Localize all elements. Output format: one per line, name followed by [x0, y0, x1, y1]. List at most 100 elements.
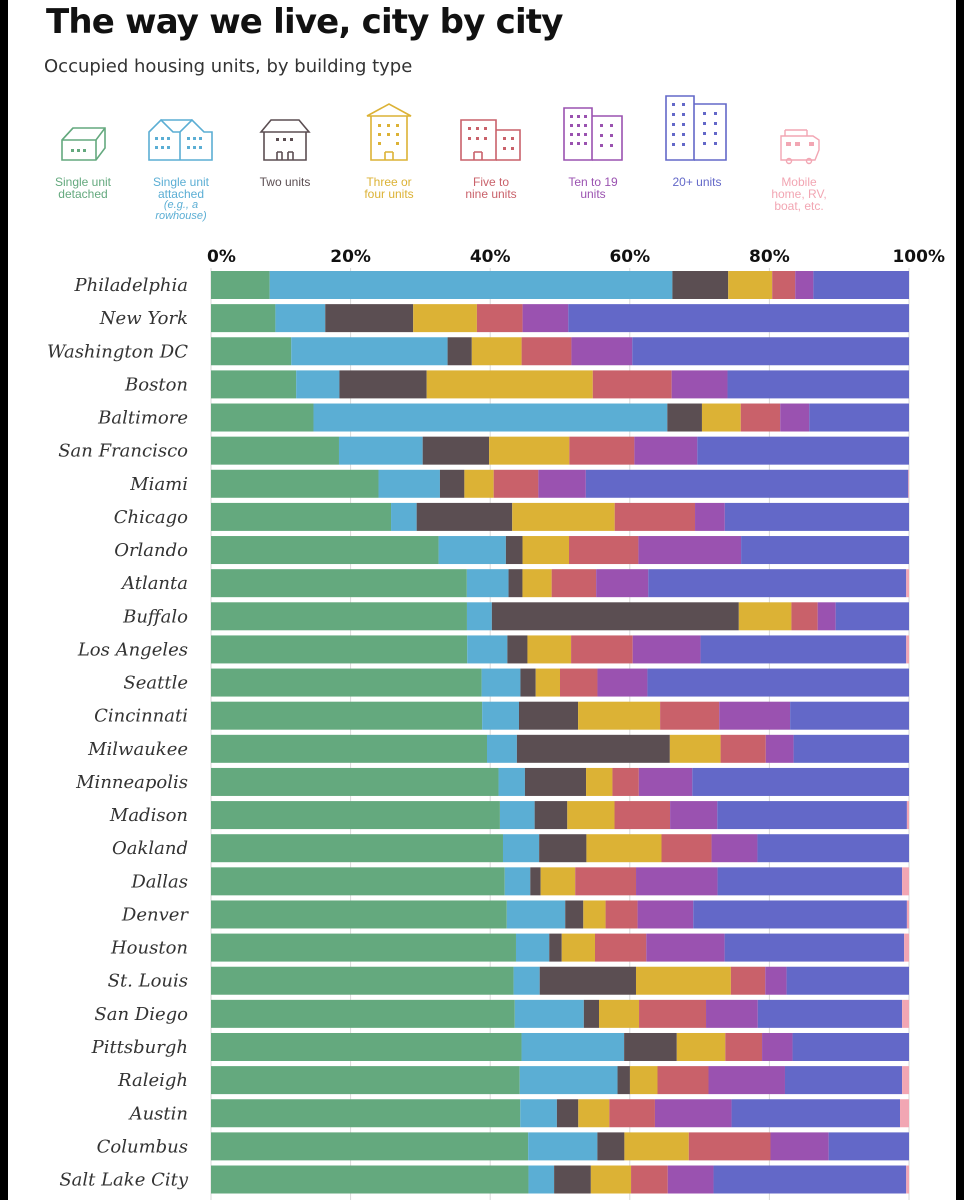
bar-segment — [835, 602, 909, 631]
bar-segment — [654, 1099, 732, 1128]
bar-segment — [688, 1132, 771, 1161]
bar-segment — [439, 469, 465, 498]
bar-segment — [583, 999, 600, 1028]
legend-label: Single unit detached — [54, 175, 112, 201]
bar-segment — [528, 1132, 598, 1161]
bar-segment — [464, 469, 494, 498]
bar-segment — [521, 1032, 625, 1061]
apartment-building-icon — [460, 119, 521, 161]
city-label: Philadelphia — [74, 275, 188, 296]
high-rise-building-icon — [665, 95, 727, 161]
bar-segment — [578, 1099, 610, 1128]
bar-segment — [661, 834, 712, 863]
bar-segment — [902, 1066, 909, 1095]
bar-segment — [515, 933, 550, 962]
bar-segment — [291, 337, 448, 366]
bar-segment — [211, 834, 503, 863]
bar-segment — [520, 1099, 557, 1128]
bar-segment — [757, 999, 903, 1028]
bar-segment — [578, 701, 661, 730]
bar-segment — [765, 734, 794, 763]
city-label: Boston — [124, 374, 188, 395]
bar-segment — [634, 436, 698, 465]
bar-segment — [522, 569, 552, 598]
bar-segment — [793, 734, 909, 763]
bar-segment — [780, 403, 810, 432]
bar-segment — [770, 1132, 829, 1161]
city-label: Oakland — [112, 838, 188, 859]
bar-segment — [514, 999, 584, 1028]
bar-segment — [561, 933, 596, 962]
city-label: Cincinnati — [94, 706, 188, 727]
bar-segment — [508, 569, 523, 598]
bar-segment — [211, 900, 507, 929]
city-label: Columbus — [97, 1136, 188, 1157]
bar-segment — [571, 635, 633, 664]
bar-segment — [741, 536, 909, 565]
bar-segment — [507, 635, 528, 664]
bar-segment — [498, 767, 525, 796]
bar-segment — [211, 569, 467, 598]
bar-segment — [719, 701, 791, 730]
legend-item-five-nine-units: Five to nine units — [436, 90, 546, 200]
city-label: Austin — [128, 1103, 188, 1124]
city-label: Dallas — [130, 871, 188, 892]
bars — [211, 271, 909, 1194]
bar-segment — [211, 668, 482, 697]
bar-segment — [599, 999, 640, 1028]
bar-segment — [669, 734, 721, 763]
bar-segment — [638, 536, 742, 565]
legend-item-single-attached: Single unit attached (e.g., a rowhouse) — [126, 90, 236, 222]
bar-segment — [338, 436, 423, 465]
bar-segment — [762, 1032, 793, 1061]
legend-item-ten-19-units: Ten to 19 units — [538, 90, 648, 200]
bar-segment — [792, 1032, 909, 1061]
detached-house-icon — [61, 127, 106, 161]
bar-segment — [467, 635, 508, 664]
bar-segment — [648, 569, 907, 598]
bar-segment — [211, 602, 467, 631]
city-label: Salt Lake City — [59, 1170, 189, 1191]
bar-segment — [211, 1165, 529, 1194]
bar-segment — [676, 1032, 726, 1061]
city-label: Washington DC — [47, 341, 188, 362]
bar-segment — [693, 900, 907, 929]
bar-segment — [609, 1099, 655, 1128]
chart-frame: The way we live, city by city Occupied h… — [8, 0, 956, 1200]
bar-segment — [596, 569, 649, 598]
bar-segment — [565, 900, 584, 929]
bar-segment — [211, 867, 505, 896]
bar-segment — [522, 304, 569, 333]
bar-segment — [906, 569, 909, 598]
bar-segment — [717, 867, 903, 896]
bar-segment — [211, 370, 297, 399]
chart-title: The way we live, city by city — [46, 2, 563, 42]
city-label: Seattle — [123, 673, 188, 694]
x-tick-label: 20% — [330, 247, 371, 267]
bar-segment — [575, 867, 637, 896]
bar-segment — [728, 271, 773, 299]
bar-segment — [671, 370, 728, 399]
legend-label: Two units — [259, 175, 311, 189]
bar-segment — [211, 436, 339, 465]
legend-label: Three or four units — [364, 175, 414, 201]
bar-segment — [713, 1165, 907, 1194]
bar-segment — [585, 469, 909, 498]
bar-segment — [731, 1099, 901, 1128]
bar-segment — [635, 966, 731, 995]
bar-segment — [765, 966, 787, 995]
bar-segment — [612, 767, 639, 796]
bar-segment — [481, 668, 521, 697]
city-label: Miami — [129, 474, 188, 495]
bar-segment — [772, 271, 796, 299]
bar-segment — [211, 469, 379, 498]
bar-segment — [391, 502, 417, 531]
city-labels: Philadelphia New York Washington DC Boston B… — [47, 275, 189, 1191]
bar-segment — [211, 734, 488, 763]
city-label: Houston — [110, 938, 188, 959]
bar-segment — [539, 966, 636, 995]
city-label: Raleigh — [117, 1070, 188, 1091]
bar-segment — [906, 801, 909, 830]
bar-segment — [438, 536, 506, 565]
bar-segment — [416, 502, 513, 531]
